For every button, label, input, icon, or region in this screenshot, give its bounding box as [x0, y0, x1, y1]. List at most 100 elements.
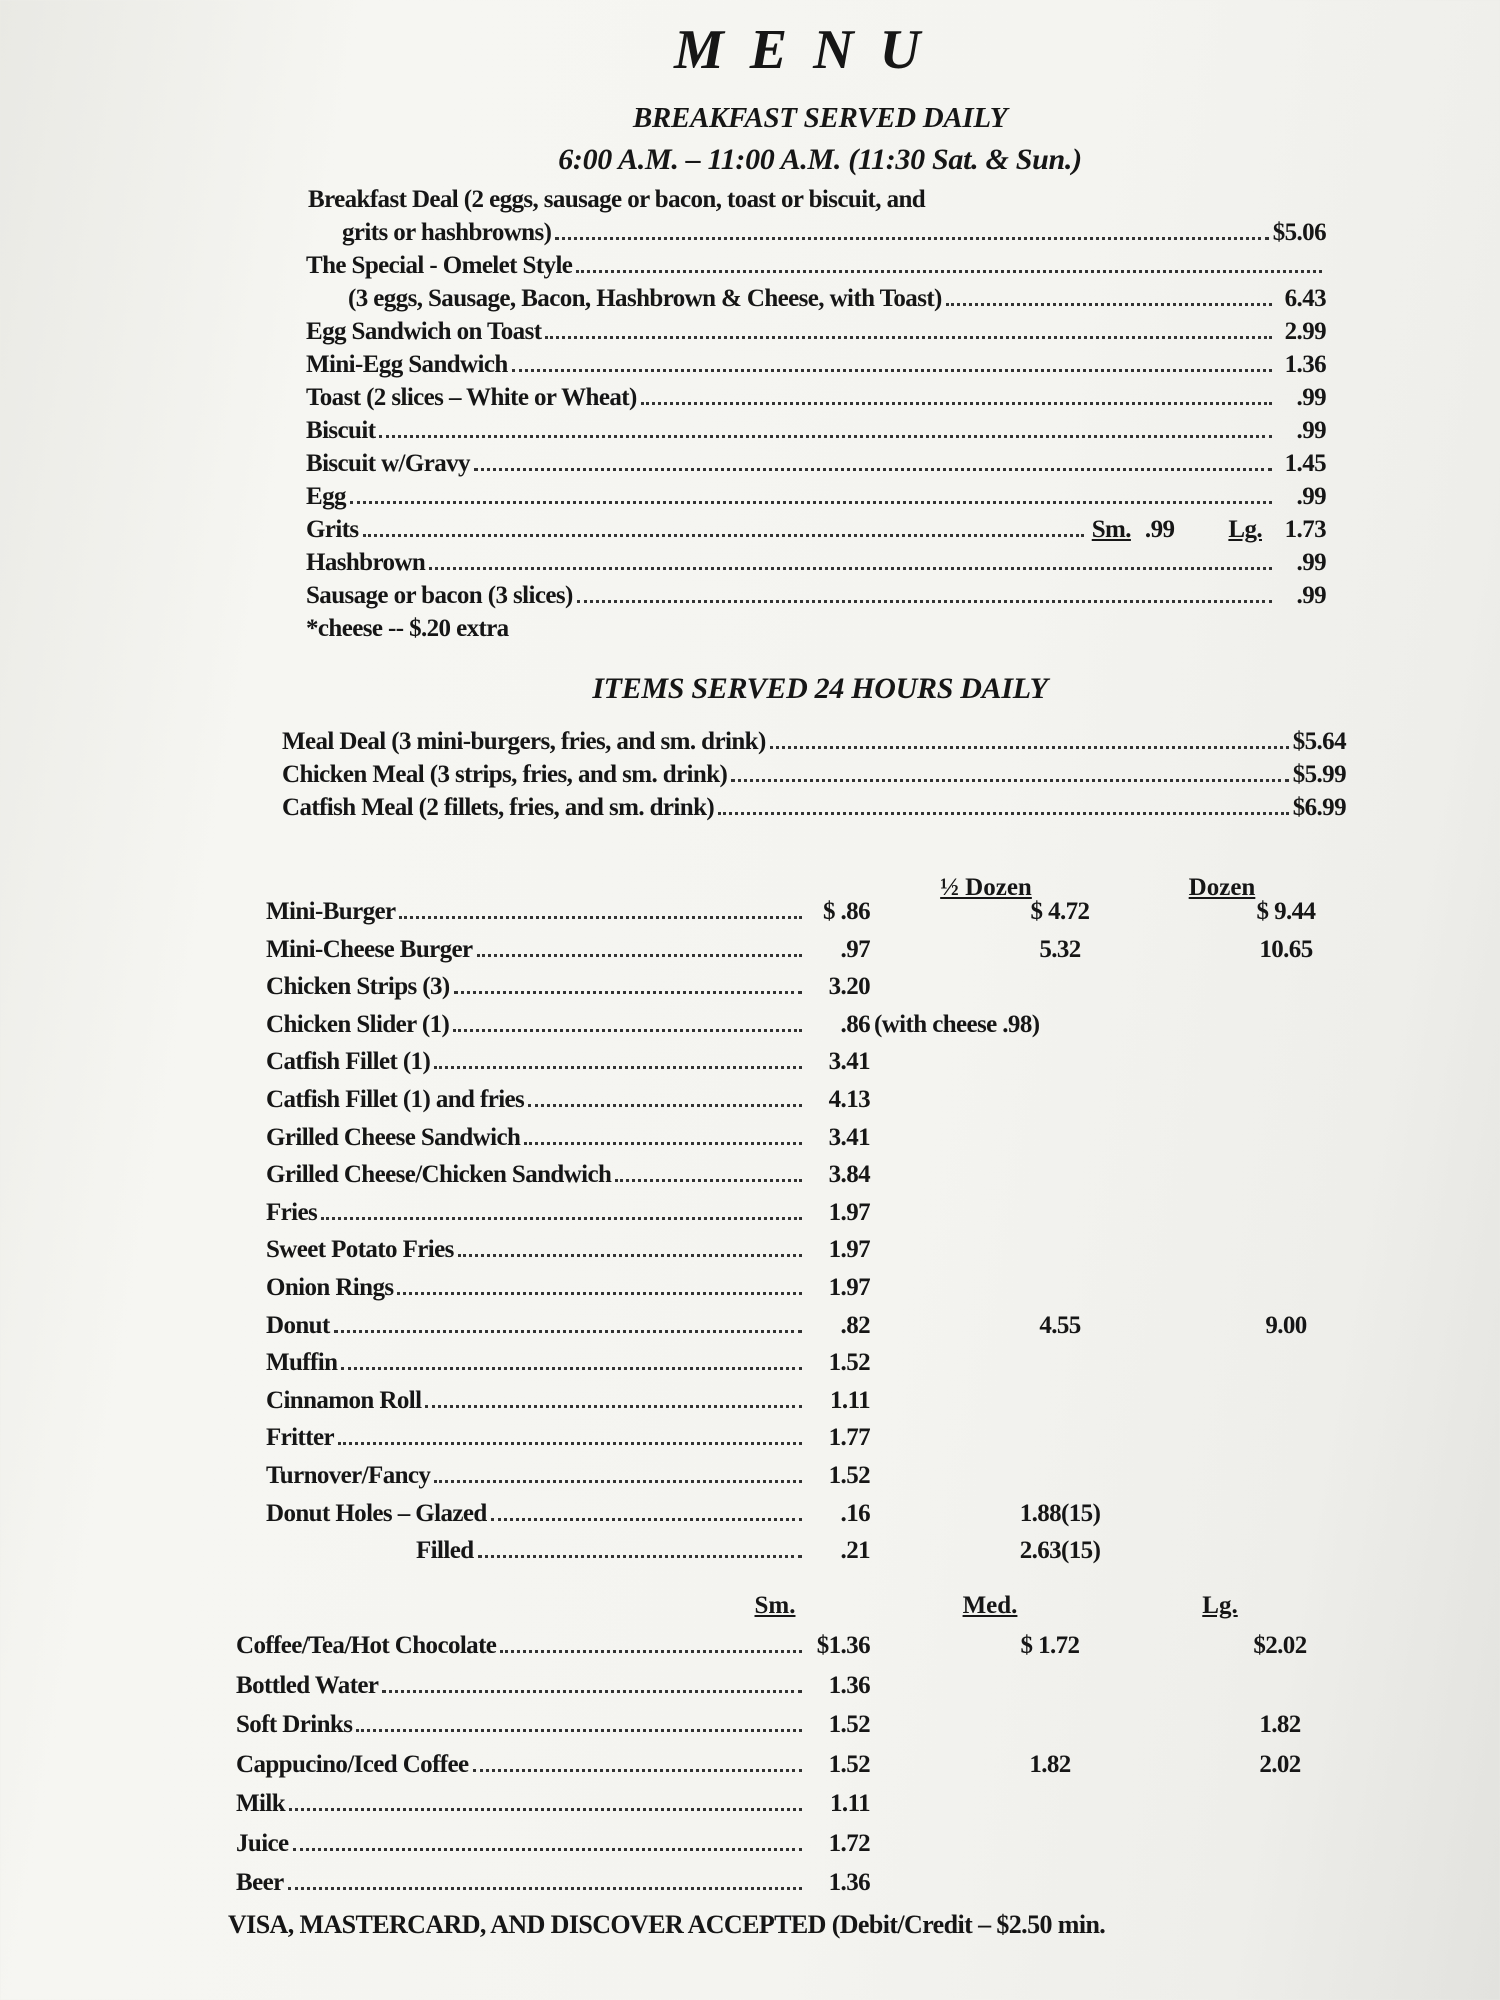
- dot-leader: [287, 1887, 802, 1890]
- item-price: .82: [840, 1311, 871, 1339]
- dot-leader: [337, 1442, 802, 1446]
- med-header: Med.: [962, 1592, 1018, 1619]
- menu-row: grits or hashbrowns) $5.06: [306, 219, 1327, 252]
- menu-row: Sweet Potato Fries 1.97: [266, 1236, 1386, 1274]
- half-dozen-price: 2.63(15): [1019, 1537, 1101, 1565]
- sm-price: 1.11: [830, 1790, 871, 1817]
- item-name: Sausage or bacon (3 slices): [306, 582, 573, 609]
- dot-leader: [524, 1141, 802, 1145]
- dot-leader: [576, 600, 1272, 603]
- item-price: .99: [1296, 483, 1327, 510]
- item-name: The Special - Omelet Style: [306, 252, 573, 279]
- lg-header: Lg.: [1202, 1592, 1238, 1619]
- dot-leader: [576, 270, 1322, 273]
- menu-row: Soft Drinks 1.52 1.82: [236, 1711, 1380, 1751]
- item-price: 1.11: [830, 1386, 871, 1414]
- item-name: Grilled Cheese Sandwich: [266, 1123, 521, 1151]
- menu-row: Catfish Fillet (1) and fries 4.13: [266, 1086, 1386, 1124]
- item-price: 3.41: [828, 1048, 871, 1076]
- breakfast-hours: 6:00 A.M. – 11:00 A.M. (11:30 Sat. & Sun…: [558, 143, 1082, 176]
- dot-leader: [399, 916, 802, 919]
- menu-row: Mini-Egg Sandwich 1.36: [306, 351, 1327, 384]
- sm-price: 1.36: [828, 1869, 871, 1896]
- item-price: 1.73: [1284, 516, 1327, 543]
- item-price: .99: [1296, 582, 1327, 609]
- dot-leader: [382, 1689, 802, 1693]
- breakfast-heading: BREAKFAST SERVED DAILY: [632, 102, 1008, 134]
- dot-leader: [333, 1329, 802, 1333]
- menu-row: Cappucino/Iced Coffee 1.52 1.82 2.02: [236, 1751, 1380, 1791]
- item-name: Chicken Slider (1): [266, 1010, 450, 1038]
- menu-row: Beer 1.36: [236, 1869, 1380, 1909]
- dozen-price: 9.00: [1265, 1311, 1307, 1339]
- sm-header: Sm.: [754, 1592, 796, 1619]
- dot-leader: [511, 369, 1272, 372]
- grid-header: ½ Dozen Dozen: [886, 874, 1322, 902]
- item-name: Toast (2 slices – White or Wheat): [306, 384, 637, 411]
- drink-name: Coffee/Tea/Hot Chocolate: [236, 1632, 497, 1659]
- item-name-wrap: Sweet Potato Fries: [266, 1236, 806, 1264]
- item-name: Chicken Strips (3): [266, 973, 450, 1001]
- dot-leader: [476, 953, 802, 957]
- sm-price: $1.36: [816, 1632, 871, 1659]
- meals-list: Meal Deal (3 mini-burgers, fries, and sm…: [282, 728, 1347, 827]
- dot-leader: [289, 1808, 802, 1811]
- dot-leader: [453, 1028, 802, 1032]
- med-price: $ 1.72: [1020, 1632, 1081, 1659]
- sm-price: 1.36: [828, 1671, 871, 1699]
- dot-leader: [473, 468, 1272, 471]
- lg-price: $2.02: [1253, 1632, 1307, 1659]
- item-name: Muffin: [266, 1349, 338, 1377]
- item-price: .99: [1296, 549, 1327, 576]
- menu-row: Grilled Cheese/Chicken Sandwich 3.84: [266, 1161, 1386, 1199]
- meal-price: $5.99: [1292, 761, 1347, 788]
- menu-row: Toast (2 slices – White or Wheat) .99: [306, 384, 1327, 417]
- item-name: Catfish Fillet (1) and fries: [266, 1085, 525, 1113]
- dot-leader: [457, 1254, 802, 1258]
- item-price: 3.20: [828, 973, 871, 1001]
- sm-price: .99: [1144, 516, 1175, 543]
- dot-leader: [640, 402, 1272, 405]
- menu-row: Chicken Strips (3) 3.20: [266, 973, 1386, 1011]
- item-name-wrap: Donut Holes – Glazed: [266, 1500, 806, 1528]
- item-name-wrap: Chicken Strips (3): [266, 973, 806, 1001]
- item-price: 1.77: [828, 1424, 871, 1452]
- drink-name-wrap: Beer: [236, 1869, 806, 1897]
- item-name-wrap: Chicken Slider (1): [266, 1011, 806, 1039]
- dot-leader: [425, 1404, 802, 1408]
- dot-leader: [356, 1729, 802, 1732]
- dot-leader: [769, 746, 1289, 749]
- item-price: 1.97: [828, 1198, 871, 1226]
- menu-row: Mini-Burger $ .86 $ 4.72 $ 9.44: [266, 898, 1386, 936]
- item-name-wrap: Onion Rings: [266, 1274, 806, 1302]
- menu-row: Turnover/Fancy 1.52: [266, 1462, 1386, 1500]
- menu-row: Milk 1.11: [236, 1790, 1380, 1830]
- item-name: Cinnamon Roll: [266, 1386, 422, 1414]
- menu-row: Hashbrown .99: [306, 549, 1327, 582]
- item-price: .97: [840, 935, 871, 963]
- meal-name: Catfish Meal (2 fillets, fries, and sm. …: [282, 794, 715, 821]
- dot-leader: [349, 501, 1272, 504]
- item-name-wrap: Grilled Cheese Sandwich: [266, 1124, 806, 1152]
- menu-row: Muffin 1.52: [266, 1349, 1386, 1387]
- menu-row: Catfish Meal (2 fillets, fries, and sm. …: [282, 794, 1347, 827]
- item-price: 6.43: [1284, 285, 1327, 312]
- item-name: Mini-Egg Sandwich: [306, 351, 508, 378]
- item-name: Egg Sandwich on Toast: [306, 318, 542, 345]
- drink-name-wrap: Juice: [236, 1830, 806, 1858]
- drink-name-wrap: Soft Drinks: [236, 1711, 806, 1739]
- item-name: Turnover/Fancy: [266, 1461, 431, 1489]
- dot-leader: [945, 303, 1272, 306]
- item-name-wrap: Fries: [266, 1199, 806, 1227]
- half-dozen-price: 4.55: [1039, 1311, 1081, 1339]
- items-list: Mini-Burger $ .86 $ 4.72 $ 9.44 Mini-Cheese …: [266, 898, 1386, 1575]
- item-name: Biscuit w/Gravy: [306, 450, 471, 477]
- item-name-wrap: Cinnamon Roll: [266, 1387, 806, 1415]
- item-price: 3.41: [828, 1123, 871, 1151]
- item-price: .86: [840, 1010, 871, 1038]
- menu-row: Mini-Cheese Burger .97 5.32 10.65: [266, 936, 1386, 974]
- item-price: 3.84: [828, 1161, 871, 1189]
- dozen-price: 10.65: [1259, 935, 1313, 963]
- item-name: Mini-Burger: [266, 898, 396, 925]
- item-name-wrap: Fritter: [266, 1424, 806, 1452]
